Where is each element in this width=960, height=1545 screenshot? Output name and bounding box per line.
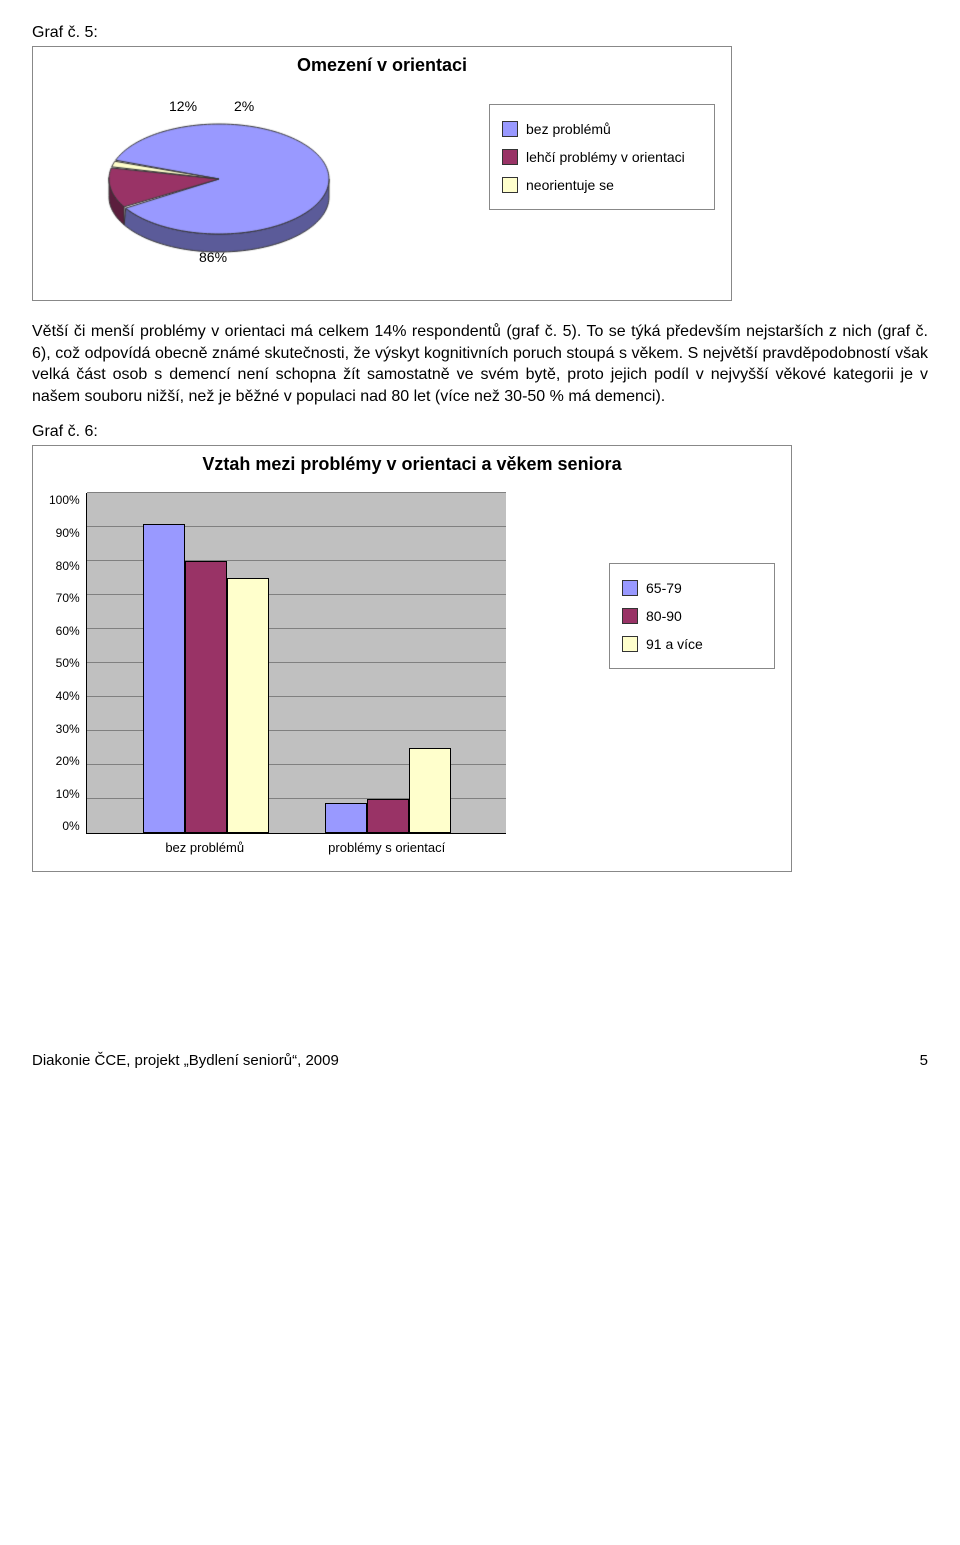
pie-label-86: 86% (199, 249, 227, 265)
bar (367, 799, 409, 833)
legend-label: 65-79 (646, 574, 682, 602)
bar-group (325, 748, 451, 833)
y-axis: 100%90%80%70%60%50%40%30%20%10%0% (49, 493, 86, 833)
page-footer: Diakonie ČCE, projekt „Bydlení seniorů“,… (32, 1052, 928, 1069)
x-axis-label: bez problémů (114, 840, 296, 855)
legend-item: bez problémů (502, 115, 702, 143)
bar (143, 524, 185, 833)
legend-item: lehčí problémy v orientaci (502, 143, 702, 171)
chart5-title: Omezení v orientaci (49, 55, 715, 76)
chart6-label: Graf č. 6: (32, 423, 928, 441)
legend-label: bez problémů (526, 115, 611, 143)
legend-item: 80-90 (622, 602, 762, 630)
pie-chart: 12% 2% 86% (49, 84, 389, 284)
bar-plot-area (86, 493, 506, 834)
pie-label-12: 12% (169, 98, 197, 114)
chart5-frame: Omezení v orientaci 12% 2% 86% bez probl… (32, 46, 732, 301)
legend-item: 65-79 (622, 574, 762, 602)
legend-label: 80-90 (646, 602, 682, 630)
x-axis-labels: bez problémůproblémy s orientací (86, 840, 506, 855)
chart6-frame: Vztah mezi problémy v orientaci a věkem … (32, 445, 792, 872)
footer-text: Diakonie ČCE, projekt „Bydlení seniorů“,… (32, 1052, 339, 1069)
body-paragraph: Větší či menší problémy v orientaci má c… (32, 321, 928, 407)
legend-item: 91 a více (622, 630, 762, 658)
bar-group (143, 524, 269, 833)
legend-label: 91 a více (646, 630, 703, 658)
bar (185, 561, 227, 833)
bar (409, 748, 451, 833)
bar (325, 803, 367, 834)
x-axis-label: problémy s orientací (296, 840, 478, 855)
chart6-legend: 65-79 80-90 91 a více (609, 563, 775, 669)
legend-label: lehčí problémy v orientaci (526, 143, 685, 171)
chart6-title: Vztah mezi problémy v orientaci a věkem … (49, 454, 775, 475)
page-number: 5 (920, 1052, 928, 1069)
chart5-legend: bez problémů lehčí problémy v orientaci … (489, 104, 715, 210)
legend-item: neorientuje se (502, 171, 702, 199)
pie-label-2: 2% (234, 98, 254, 114)
chart5-label: Graf č. 5: (32, 24, 928, 42)
bar (227, 578, 269, 833)
legend-label: neorientuje se (526, 171, 614, 199)
